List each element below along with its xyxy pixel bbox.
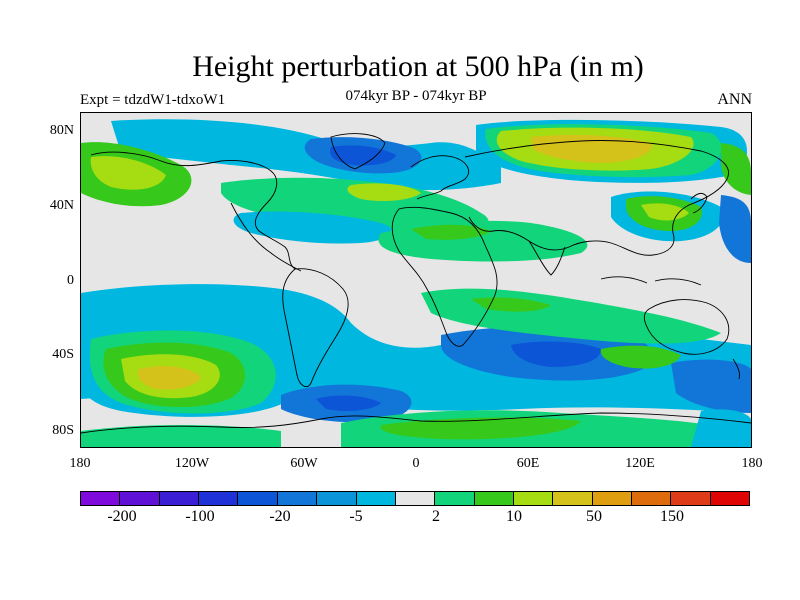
antarctica-coast xyxy=(81,412,751,434)
alaska-positive-core xyxy=(90,156,166,190)
plot-title: Height perturbation at 500 hPa (in m) xyxy=(192,50,644,83)
colorbar-label: 10 xyxy=(506,508,522,525)
colorbar xyxy=(80,491,750,506)
africa-coast xyxy=(391,206,498,347)
colorbar-swatch xyxy=(592,492,633,505)
lat-tick-label: 80S xyxy=(52,423,74,438)
asia-coast xyxy=(464,140,729,256)
new-zealand-coast xyxy=(732,358,740,380)
lat-tick-label: 0 xyxy=(67,273,74,288)
colorbar-label: -20 xyxy=(269,508,291,525)
lon-tick-label: 180 xyxy=(69,456,91,471)
east-pacific-negative xyxy=(719,195,751,263)
arctic-negative-center xyxy=(330,145,396,166)
lat-tick-label: 80N xyxy=(49,123,74,138)
arctic-negative-band xyxy=(111,119,501,191)
colorbar-swatch xyxy=(317,492,357,505)
australia-negative xyxy=(671,359,751,413)
sp-positive-core xyxy=(137,366,201,390)
colorbar-swatch xyxy=(277,492,318,505)
alaska-right-edge xyxy=(721,143,751,195)
colorbar-swatch xyxy=(671,492,711,505)
lon-tick-label: 120E xyxy=(625,456,655,471)
colorbar-swatch xyxy=(238,492,278,505)
atlantic-negative xyxy=(233,211,392,244)
indonesia-coast xyxy=(600,276,702,286)
so-atlantic-negative-core xyxy=(316,395,381,411)
africa-positive-core xyxy=(411,224,491,240)
india-coast xyxy=(528,240,566,276)
south-america-coast xyxy=(282,268,349,388)
period-label: 074kyr BP - 074kyr BP xyxy=(345,88,487,104)
map-svg xyxy=(81,113,751,447)
lon-tick-label: 60W xyxy=(290,456,318,471)
north-america-coast xyxy=(90,151,296,270)
lon-tick-label: 180 xyxy=(741,456,763,471)
map-panel xyxy=(80,112,752,448)
greenland-coast xyxy=(330,133,386,170)
colorbar-swatch xyxy=(81,492,121,505)
experiment-label: Expt = tdzdW1-tdxoW1 xyxy=(80,92,226,108)
lat-tick-label: 40N xyxy=(49,198,74,213)
colorbar-swatch xyxy=(159,492,200,505)
colorbar-swatch xyxy=(513,492,554,505)
europe-coast xyxy=(410,155,469,200)
colorbar-swatch xyxy=(553,492,593,505)
colorbar-label: -100 xyxy=(185,508,215,525)
colorbar-swatch xyxy=(474,492,514,505)
colorbar-swatch xyxy=(710,492,750,505)
colorbar-label: 50 xyxy=(586,508,602,525)
antarctic-negative-right xyxy=(691,409,751,447)
colorbar-swatch xyxy=(435,492,475,505)
season-label: ANN xyxy=(717,91,752,108)
colorbar-label: 150 xyxy=(660,508,684,525)
japan-positive-core xyxy=(641,203,689,221)
colorbar-label: -5 xyxy=(349,508,363,525)
antarctic-positive-left xyxy=(81,425,281,447)
antarctic-positive-core xyxy=(380,417,581,440)
colorbar-label: 2 xyxy=(432,508,440,525)
lon-tick-label: 120W xyxy=(174,456,210,471)
lon-tick-label: 60E xyxy=(516,456,540,471)
australia-coast xyxy=(643,299,730,355)
lon-tick-label: 0 xyxy=(412,456,420,471)
contour-fields xyxy=(81,113,751,447)
colorbar-swatch xyxy=(199,492,239,505)
colorbar-label: -200 xyxy=(107,508,137,525)
indian-positive-core xyxy=(471,297,551,312)
lat-tick-label: 40S xyxy=(52,347,74,362)
sh-negative-core xyxy=(511,341,601,367)
colorbar-swatch xyxy=(395,492,436,505)
s-indian-positive xyxy=(600,345,681,369)
colorbar-swatch xyxy=(120,492,160,505)
colorbar-swatch xyxy=(356,492,396,505)
na-positive-core xyxy=(347,183,421,201)
colorbar-swatch xyxy=(632,492,672,505)
japan-coast xyxy=(690,192,708,214)
central-america-coast xyxy=(230,202,302,272)
coastlines xyxy=(81,133,751,434)
